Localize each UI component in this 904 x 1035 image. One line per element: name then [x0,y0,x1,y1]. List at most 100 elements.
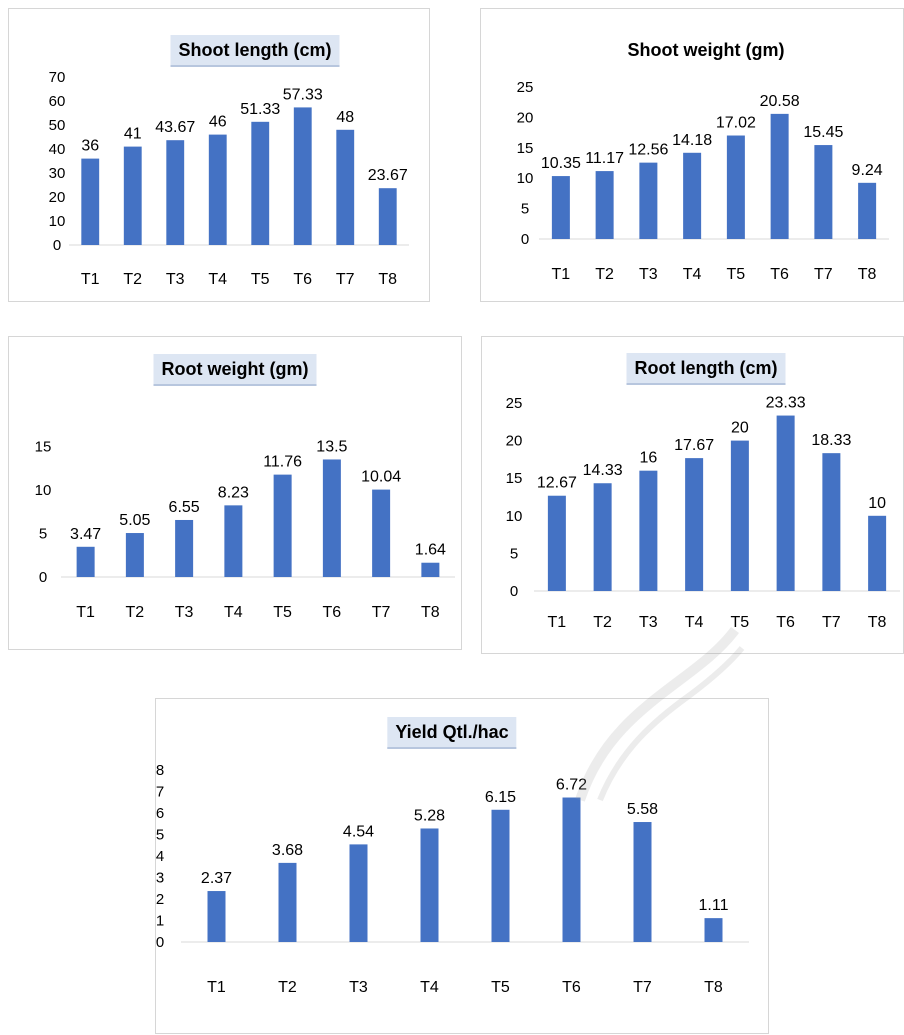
x-tick-label: T7 [822,614,841,631]
y-tick-label: 7 [156,784,164,801]
data-label: 11.17 [585,150,624,167]
chart-svg: 0 5 10 15 20 25 12.67 T1 14.33 T2 16 T3 17.67 T4 20 T5 2… [506,395,900,631]
data-label: 1.11 [699,897,729,914]
x-tick-label: T1 [552,266,571,283]
bar-t2 [593,483,612,591]
x-tick-label: T5 [273,604,292,621]
y-tick-label: 20 [49,189,66,206]
data-label: 14.33 [583,462,623,479]
bar-t4 [685,458,704,591]
y-tick-label: 10 [49,213,66,230]
bar-t5 [491,809,510,942]
data-label: 5.05 [119,512,150,529]
data-label: 57.33 [283,86,323,103]
bar-t6 [776,415,795,591]
chart-svg: 0 5 10 15 20 25 10.35 T1 11.17 T2 12.56 T3 14.18 T4 17… [517,79,889,283]
y-tick-label: 15 [35,438,52,455]
bar-t1 [551,176,570,239]
data-label: 6.55 [169,499,200,516]
data-label: 17.02 [716,115,756,132]
x-tick-label: T5 [731,614,750,631]
bar-t1 [76,546,95,577]
chart-title: Root length (cm) [626,353,786,385]
y-tick-label: 2 [156,891,164,908]
bar-t7 [814,145,833,239]
data-label: 17.67 [674,437,714,454]
data-label: 15.45 [803,124,843,141]
y-tick-label: 6 [156,805,164,822]
chart-panel-root-length: Root length (cm) 0 5 10 15 20 25 12.67 T1 14.33 T… [481,336,904,654]
bar-t2 [125,533,144,577]
chart-panel-shoot-length: Shoot length (cm) 0 10 20 30 40 50 60 70 36 T1 41 T… [8,8,430,302]
bar-t1 [547,495,566,591]
x-tick-label: T8 [704,979,723,996]
bar-t6 [770,113,789,239]
data-label: 11.76 [263,454,302,471]
bar-t1 [207,891,226,942]
data-label: 14.18 [672,132,712,149]
data-label: 43.67 [155,119,195,136]
bar-t3 [639,470,658,591]
x-tick-label: T7 [633,979,652,996]
x-tick-label: T7 [814,266,833,283]
bar-t8 [858,182,877,239]
data-label: 3.68 [272,842,303,859]
data-label: 23.67 [368,167,408,184]
y-tick-label: 3 [156,870,164,887]
data-label: 51.33 [240,101,280,118]
data-label: 23.33 [766,395,806,412]
data-label: 48 [336,109,354,126]
y-tick-label: 0 [39,569,47,586]
x-tick-label: T6 [770,266,789,283]
data-label: 20.58 [760,93,800,110]
y-tick-label: 25 [506,395,523,412]
x-tick-label: T4 [685,614,704,631]
bar-t2 [595,171,614,239]
x-tick-label: T6 [323,604,342,621]
y-tick-label: 5 [510,545,518,562]
y-tick-label: 0 [156,934,164,951]
y-tick-label: 10 [506,508,523,525]
x-tick-label: T1 [207,979,226,996]
data-label: 18.33 [811,432,851,449]
y-tick-label: 50 [49,117,66,134]
x-tick-label: T3 [349,979,368,996]
x-tick-label: T1 [76,604,95,621]
x-tick-label: T5 [251,271,270,288]
chart-svg: 0 5 10 15 3.47 T1 5.05 T2 6.55 T3 8.23 T4 11.76 T5 13.… [35,438,455,621]
bar-t3 [349,844,368,942]
chart-svg: 0 10 20 30 40 50 60 70 36 T1 41 T2 43.67 T3 46 T4 51.33 T… [49,69,409,288]
y-tick-label: 40 [49,141,66,158]
bar-t6 [322,459,341,577]
x-tick-label: T8 [378,271,397,288]
bar-t5 [251,121,270,245]
data-label: 16 [639,450,657,467]
data-label: 13.5 [316,438,347,455]
y-tick-label: 20 [506,433,523,450]
data-label: 46 [209,114,227,131]
bar-t6 [562,797,581,942]
chart-title: Shoot length (cm) [170,35,340,67]
bar-t5 [273,474,292,577]
bar-t8 [704,918,723,942]
x-tick-label: T8 [868,614,887,631]
x-tick-label: T7 [372,604,391,621]
bar-t4 [208,134,227,245]
data-label: 1.64 [415,542,446,559]
y-tick-label: 30 [49,165,66,182]
data-label: 10.35 [541,155,581,172]
y-tick-label: 10 [35,482,52,499]
bar-t3 [639,162,658,239]
y-tick-label: 8 [156,762,164,779]
data-label: 2.37 [201,870,232,887]
y-tick-label: 15 [506,470,523,487]
bar-t7 [336,129,355,245]
data-label: 5.28 [414,807,445,824]
y-tick-label: 20 [517,109,534,126]
chart-title: Shoot weight (gm) [627,40,785,60]
bar-t5 [730,440,749,591]
data-label: 12.67 [537,475,577,492]
bar-t1 [81,158,100,245]
y-tick-label: 0 [510,583,518,600]
data-label: 5.58 [627,801,658,818]
